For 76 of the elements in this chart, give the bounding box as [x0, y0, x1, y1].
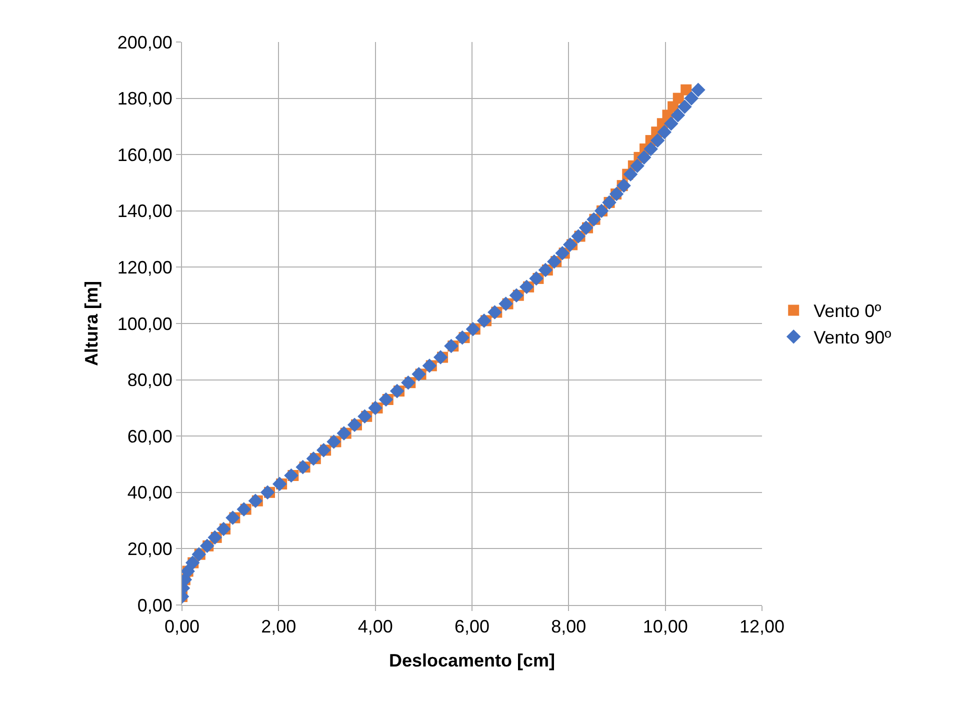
point: [284, 468, 298, 483]
legend-label: Vento 90º: [814, 328, 892, 348]
point: [476, 314, 492, 328]
y-tick-label: 100,00: [117, 314, 172, 334]
y-tick-label: 160,00: [117, 144, 172, 165]
point: [547, 254, 562, 269]
x-tick-label: 12,00: [739, 616, 785, 637]
legend-label: Vento 0º: [814, 301, 882, 322]
point: [316, 443, 331, 458]
point: [571, 229, 586, 244]
point: [562, 238, 578, 252]
x-tick-label: 8,00: [551, 616, 586, 637]
point: [200, 538, 214, 554]
y-tick-label: 180,00: [117, 88, 172, 109]
point: [216, 522, 231, 536]
y-tick-label: 60,00: [127, 426, 172, 446]
point: [680, 84, 692, 96]
y-tick-label: 200,00: [117, 32, 172, 52]
point: [623, 167, 638, 182]
y-axis-title: Altura [m]: [82, 281, 102, 366]
point: [272, 476, 287, 492]
x-tick-label: 10,00: [642, 616, 688, 637]
point: [555, 246, 570, 260]
point: [466, 322, 480, 336]
point: [630, 158, 644, 174]
point: [509, 288, 524, 302]
point: [529, 271, 544, 286]
point: [326, 434, 341, 449]
point: [678, 100, 692, 114]
x-axis-title: Deslocamento [cm]: [388, 650, 556, 671]
point: [412, 367, 426, 382]
point: [236, 502, 252, 516]
point: [226, 510, 240, 525]
point: [657, 124, 672, 140]
point: [684, 91, 699, 106]
point: [433, 350, 448, 364]
y-tick-label: 80,00: [127, 370, 172, 390]
point: [519, 280, 534, 294]
point: [664, 116, 678, 131]
point: [616, 178, 631, 193]
point: [185, 556, 200, 570]
point: [670, 108, 686, 122]
x-tick-label: 0,00: [164, 616, 200, 637]
point: [636, 150, 652, 165]
point: [498, 296, 513, 311]
point: [358, 409, 372, 424]
point: [368, 400, 382, 416]
point: [378, 392, 394, 407]
point: [444, 338, 458, 354]
y-tick-label: 0,00: [137, 595, 172, 616]
x-tick-label: 4,00: [358, 616, 393, 637]
y-tick-label: 120,00: [117, 258, 172, 278]
point: [422, 358, 437, 373]
point: [455, 330, 470, 345]
point: [691, 82, 706, 98]
y-tick-label: 20,00: [127, 539, 172, 559]
point: [306, 451, 321, 466]
point: [578, 220, 594, 235]
point: [260, 485, 275, 500]
point: [208, 530, 222, 545]
point: [488, 305, 502, 320]
point: [586, 212, 601, 226]
y-tick-label: 40,00: [127, 482, 172, 503]
y-tick-label: 140,00: [117, 201, 172, 222]
point: [248, 494, 263, 508]
point: [650, 133, 665, 148]
point: [390, 384, 404, 398]
point: [347, 418, 362, 432]
point: [538, 262, 553, 278]
x-tick-label: 2,00: [261, 616, 296, 637]
point: [296, 460, 310, 474]
x-tick-label: 6,00: [454, 616, 490, 637]
point: [192, 547, 206, 562]
point: [336, 426, 352, 440]
point: [401, 375, 416, 390]
point: [644, 142, 658, 156]
